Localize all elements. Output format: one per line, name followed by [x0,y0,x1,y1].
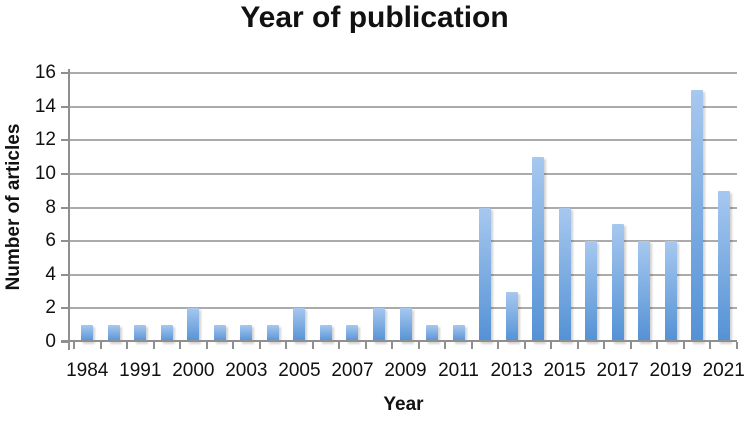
bar [479,207,492,342]
x-tick-label: 2000 [172,360,215,381]
gridline [70,240,737,243]
x-axis-title: Year [383,394,424,415]
bar [81,325,94,342]
x-tick-label: 2005 [278,360,321,381]
x-tick [682,342,685,349]
plot-area [61,69,738,350]
y-tick-label: 12 [34,129,56,151]
x-tick [497,342,500,349]
bar [505,291,518,342]
x-tick-label: 2021 [702,360,745,381]
x-tick [550,342,553,349]
y-tick [61,206,69,209]
x-tick [258,342,261,349]
y-tick-label: 14 [34,95,56,117]
bar [585,241,598,342]
bar [372,308,385,342]
y-tick [61,105,69,108]
x-tick [205,342,208,349]
bar [452,325,465,342]
x-tick [391,342,394,349]
x-tick [656,342,659,349]
x-tick-label: 2011 [438,360,479,381]
x-tick [311,342,314,349]
y-tick-label: 8 [45,196,56,218]
x-tick-label: 2015 [543,360,586,381]
y-tick-label: 10 [34,162,56,184]
bar [664,241,677,342]
x-tick [99,342,102,349]
gridline [70,72,737,74]
gridline [70,273,737,276]
x-axis-line [61,340,737,342]
bar [107,325,120,342]
y-tick-label: 6 [45,230,56,252]
bar [293,308,306,342]
x-tick [126,342,129,349]
y-axis-line [68,69,70,350]
bar [346,325,359,342]
bar [532,157,545,342]
bar [717,190,730,342]
bar [426,325,439,342]
x-tick-label: 2013 [490,360,533,381]
gridline [70,139,737,142]
x-tick-label: 2007 [331,360,374,381]
x-tick [736,342,738,349]
x-tick [338,342,341,349]
bars-region [73,73,738,349]
y-tick-label: 0 [45,331,56,352]
bar [240,325,253,342]
y-tick [61,273,69,276]
bar [611,224,624,342]
x-tick [576,342,579,349]
bar [691,89,704,342]
x-tick [629,342,632,349]
y-tick [61,172,69,175]
x-tick-label: 2019 [649,360,692,381]
x-tick-label: 2003 [225,360,268,381]
y-tick [61,240,69,243]
x-tick [709,342,712,349]
x-tick [364,342,367,349]
x-tick [417,342,420,349]
bar [319,325,332,342]
x-tick [73,342,75,349]
y-tick-label: 2 [45,297,56,319]
bar [558,207,571,342]
y-tick-label: 4 [45,263,56,285]
gridline [70,172,737,175]
chart-title: Year of publication [240,1,509,34]
bar [638,241,651,342]
gridline [70,206,737,209]
y-tick [61,139,69,142]
x-tick [444,342,447,349]
y-tick-label: 16 [34,62,56,83]
bar [187,308,200,342]
x-tick [152,342,155,349]
y-tick [61,72,69,74]
x-tick-label: 1991 [119,360,162,381]
y-tick [61,341,69,343]
y-tick [61,307,69,310]
bar [399,308,412,342]
x-tick [470,342,473,349]
x-axis-tick-labels: 1984 1991 2000 2003 2005 2007 2009 2011 2013 2015… [66,360,745,384]
x-tick-label: 1984 [66,360,109,381]
x-tick [523,342,526,349]
x-tick [179,342,182,349]
x-tick-label: 2009 [384,360,427,381]
x-tick [603,342,606,349]
x-tick [232,342,235,349]
y-axis-tick-labels: 0 2 4 6 8 10 12 14 16 [0,62,56,352]
gridline [70,105,737,108]
x-tick-label: 2017 [596,360,639,381]
bar [266,325,279,342]
bar [160,325,173,342]
x-tick [285,342,288,349]
bar [213,325,226,342]
bar [134,325,147,342]
